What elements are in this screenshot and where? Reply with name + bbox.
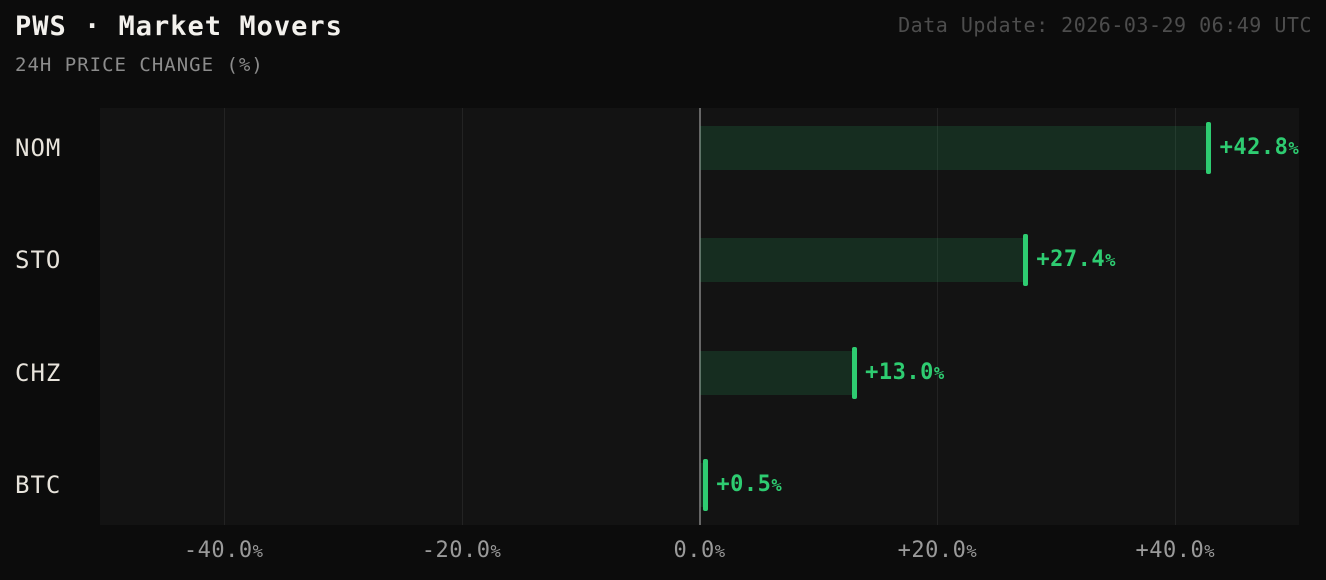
data-update-timestamp: Data Update: 2026-03-29 06:49 UTC [898,13,1312,37]
x-tick-label-40pct: +40.0% [1105,537,1245,566]
page-subtitle: 24H PRICE CHANGE (%) [15,54,264,76]
percent-sign: % [966,542,978,562]
label-number: +13.0 [865,359,934,385]
bar-chz [699,350,855,395]
label-number: +20.0 [897,538,967,563]
label-number: +27.4 [1036,247,1106,273]
percent-sign: % [1105,251,1116,272]
label-number: +40.0 [1135,538,1205,563]
percent-sign: % [490,542,502,562]
category-label-nom: NOM [15,134,62,162]
label-number: -20.0 [421,538,491,563]
percent-sign: % [1288,139,1300,159]
label-number: +0.5 [716,472,772,497]
bar-btc [699,463,706,507]
label-number: -40.0 [183,538,253,563]
label-number: +42.8 [1219,135,1289,160]
bar-cap-btc [702,459,708,511]
bar-cap-nom [1206,122,1212,174]
gridline-20pct [937,108,938,525]
percent-sign: % [1204,542,1216,562]
bar-value-label-sto: +27.4% [1036,245,1116,276]
zero-line [698,108,701,525]
x-tick-label-20pct: +20.0% [867,537,1007,566]
bar-cap-chz [851,346,857,399]
bar-nom [699,126,1209,170]
bar-value-label-chz: +13.0% [865,358,945,389]
gridline--20pct [462,108,463,525]
bar-value-label-nom: +42.8% [1220,133,1300,164]
percent-sign: % [714,542,726,562]
x-tick-label--20pct: -20.0% [392,537,532,566]
bar-sto [699,238,1026,283]
percent-sign: % [252,542,264,562]
label-number: 0.0 [673,538,715,563]
page-title: PWS · Market Movers [15,11,343,42]
gridline--40pct [224,108,225,525]
category-label-chz: CHZ [15,358,62,387]
x-tick-label-0pct: 0.0% [630,537,770,566]
bar-cap-sto [1022,234,1028,287]
x-tick-label--40pct: -40.0% [154,537,294,566]
category-label-sto: STO [15,246,62,275]
gridline-40pct [1175,108,1176,525]
bar-value-label-btc: +0.5% [716,470,782,501]
percent-sign: % [933,363,945,384]
percent-sign: % [771,476,783,496]
plot-area: +42.8% +27.4% +13.0% +0.5% [100,108,1299,525]
category-label-btc: BTC [15,471,62,499]
